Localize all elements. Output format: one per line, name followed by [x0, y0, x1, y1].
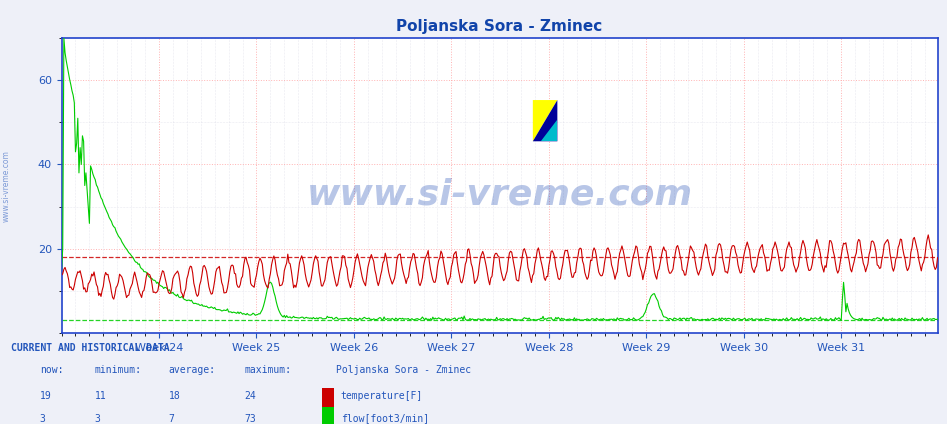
Bar	[322, 407, 334, 424]
Polygon shape	[533, 100, 558, 141]
Text: 24: 24	[244, 391, 256, 401]
Text: 3: 3	[95, 413, 100, 424]
Text: 7: 7	[169, 413, 174, 424]
Text: 73: 73	[244, 413, 256, 424]
Text: flow[foot3/min]: flow[foot3/min]	[341, 413, 429, 424]
Text: CURRENT AND HISTORICAL DATA: CURRENT AND HISTORICAL DATA	[11, 343, 170, 353]
Text: www.si-vreme.com: www.si-vreme.com	[1, 151, 10, 223]
Text: Poljanska Sora - Zminec: Poljanska Sora - Zminec	[336, 365, 472, 375]
Polygon shape	[533, 100, 558, 141]
Bar	[322, 388, 334, 409]
Text: 18: 18	[169, 391, 180, 401]
Text: temperature[F]: temperature[F]	[341, 391, 423, 401]
Polygon shape	[542, 120, 558, 141]
Title: Poljanska Sora - Zminec: Poljanska Sora - Zminec	[397, 19, 602, 34]
Text: 3: 3	[40, 413, 45, 424]
Text: maximum:: maximum:	[244, 365, 292, 375]
Text: minimum:: minimum:	[95, 365, 142, 375]
Text: 19: 19	[40, 391, 51, 401]
Text: www.si-vreme.com: www.si-vreme.com	[307, 177, 692, 211]
Text: 11: 11	[95, 391, 106, 401]
Text: average:: average:	[169, 365, 216, 375]
Text: now:: now:	[40, 365, 63, 375]
